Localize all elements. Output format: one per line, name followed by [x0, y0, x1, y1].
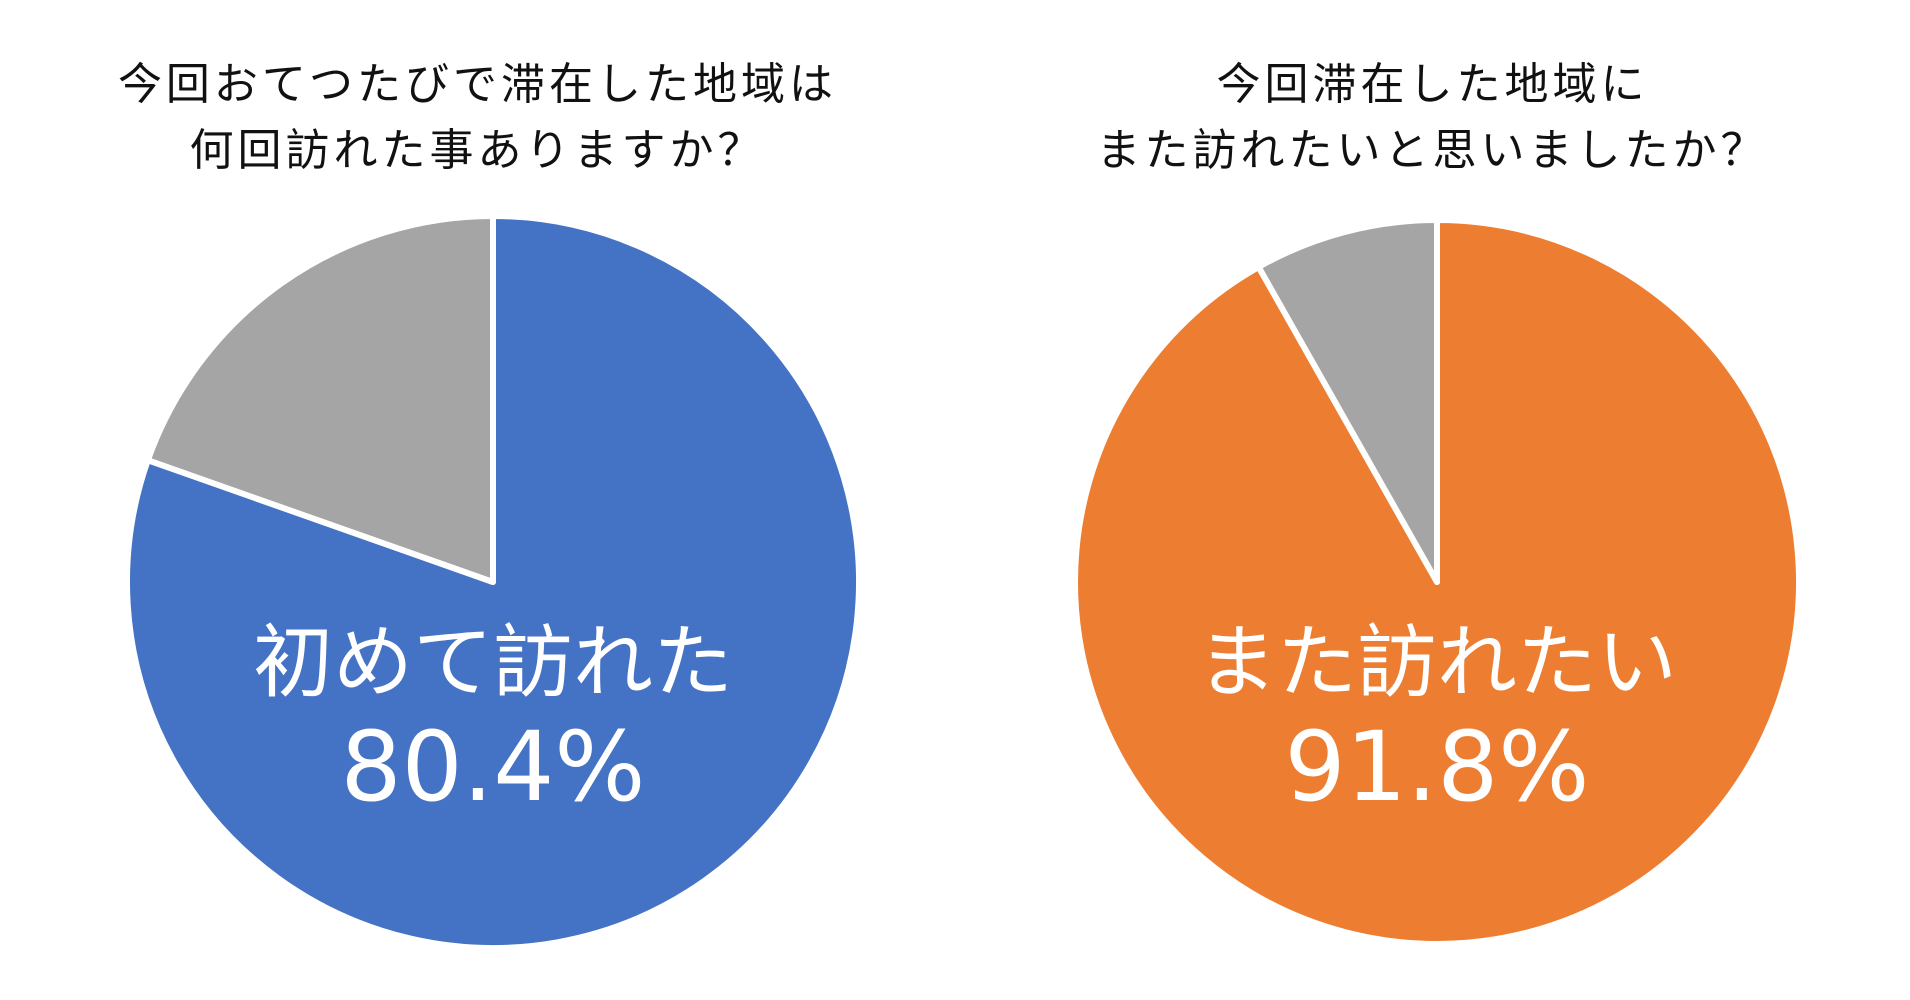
chart-title-line-1: 今回滞在した地域に [1216, 59, 1649, 110]
slice-value-label: 80.4% [341, 711, 646, 823]
slice-label: 初めて訪れた [253, 616, 733, 709]
chart-first-visit: 今回おてつたびで滞在した地域は 何回訪れた事ありますか？ 初めて訪れた 80.4% [0, 52, 955, 948]
chart-revisit-intention: 今回滞在した地域に また訪れたいと思いましたか？ また訪れたい 91.8% [955, 0, 1910, 1000]
chart-title: 今回滞在した地域に また訪れたいと思いましたか？ [955, 52, 1910, 184]
chart-title-line-2: 何回訪れた事ありますか？ [189, 125, 766, 176]
slice-value-label: 91.8% [1285, 711, 1590, 823]
pie-slice-1 [1255, 217, 1440, 585]
chart-title-line-1: 今回おてつたびで滞在した地域は [117, 59, 838, 110]
pie-slice-1 [144, 213, 496, 585]
chart-title: 今回おてつたびで滞在した地域は 何回訪れた事ありますか？ [0, 52, 955, 184]
chart-title-line-2: また訪れたいと思いましたか？ [1096, 125, 1769, 176]
slice-label: また訪れたい [1197, 616, 1677, 709]
